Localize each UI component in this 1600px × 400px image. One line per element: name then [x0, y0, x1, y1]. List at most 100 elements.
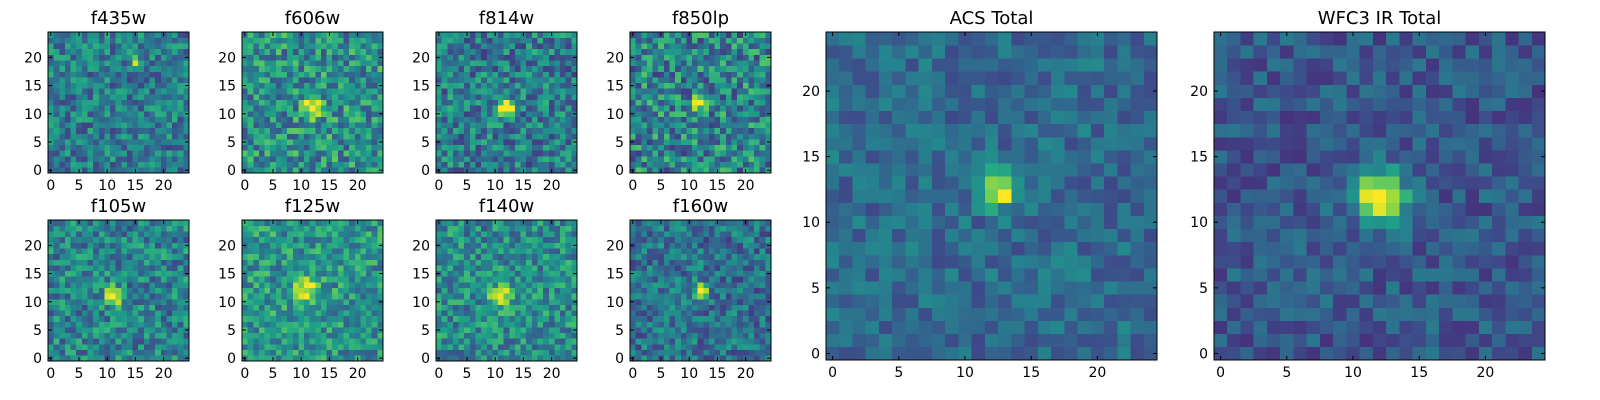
- heatmap-cell: [258, 54, 265, 61]
- heatmap-cell: [253, 94, 260, 100]
- heatmap-cell: [337, 94, 344, 100]
- heatmap-cell: [93, 110, 100, 117]
- heatmap-cell: [686, 133, 693, 140]
- heatmap-cell: [1346, 123, 1360, 138]
- heatmap-cell: [59, 37, 66, 44]
- heatmap-cell: [1280, 268, 1294, 282]
- heatmap-cell: [663, 110, 670, 117]
- heatmap-cell: [543, 156, 550, 163]
- heatmap-cell: [852, 150, 867, 164]
- heatmap-cell: [172, 65, 179, 72]
- heatmap-cell: [70, 161, 77, 168]
- heatmap-cell: [852, 268, 867, 282]
- heatmap-cell: [1266, 189, 1281, 203]
- heatmap-cell: [464, 127, 471, 134]
- heatmap-cell: [172, 310, 179, 317]
- heatmap-cell: [531, 133, 538, 140]
- heatmap-cell: [343, 122, 350, 129]
- heatmap-cell: [53, 242, 60, 249]
- heatmap-cell: [892, 32, 906, 46]
- heatmap-cell: [258, 349, 265, 356]
- heatmap-cell: [53, 150, 60, 157]
- heatmap-cell: [349, 133, 356, 140]
- heatmap-cell: [76, 77, 83, 84]
- heatmap-cell: [892, 346, 906, 361]
- heatmap-cell: [155, 355, 162, 362]
- heatmap-cell: [143, 236, 150, 243]
- heatmap-cell: [155, 276, 162, 283]
- heatmap-cell: [498, 139, 504, 146]
- heatmap-cell: [115, 144, 122, 151]
- heatmap-cell: [298, 99, 305, 106]
- heatmap-cell: [759, 105, 766, 112]
- heatmap-cell: [509, 116, 516, 123]
- heatmap-cell: [731, 161, 738, 168]
- heatmap-cell: [160, 349, 167, 356]
- heatmap-cell: [93, 355, 100, 362]
- heatmap-cell: [826, 307, 840, 321]
- heatmap-cell: [498, 37, 504, 44]
- heatmap-cell: [270, 293, 277, 300]
- heatmap-cell: [447, 133, 454, 140]
- heatmap-cell: [945, 268, 959, 282]
- heatmap-cell: [1372, 176, 1387, 190]
- heatmap-cell: [354, 116, 361, 123]
- heatmap-cell: [658, 105, 665, 112]
- heatmap-cell: [475, 105, 482, 112]
- heatmap-cell: [1425, 333, 1440, 348]
- heatmap-cell: [326, 82, 333, 89]
- heatmap-cell: [765, 88, 772, 95]
- heatmap-cell: [155, 139, 162, 146]
- heatmap-cell: [242, 282, 248, 288]
- heatmap-cell: [984, 84, 999, 98]
- heatmap-cell: [166, 99, 173, 106]
- heatmap-cell: [1130, 71, 1145, 85]
- heatmap-cell: [172, 161, 179, 168]
- heatmap-cell: [1359, 110, 1374, 125]
- heatmap-cell: [183, 315, 190, 322]
- heatmap-cell: [270, 99, 277, 106]
- heatmap-cell: [172, 270, 179, 277]
- heatmap-cell: [377, 71, 384, 78]
- heatmap-cell: [177, 344, 184, 351]
- heatmap-cell: [958, 255, 972, 269]
- heatmap-cell: [1214, 281, 1228, 295]
- heatmap-cell: [115, 65, 122, 72]
- heatmap-cell: [98, 110, 105, 117]
- heatmap-cell: [565, 37, 572, 44]
- heatmap-cell: [309, 133, 316, 140]
- heatmap-cell: [436, 144, 442, 151]
- heatmap-cell: [315, 310, 322, 317]
- heatmap-cell: [320, 276, 327, 283]
- heatmap-cell: [1372, 150, 1387, 164]
- heatmap-cell: [1465, 150, 1480, 164]
- heatmap-cell: [754, 37, 761, 44]
- heatmap-cell: [155, 338, 162, 345]
- heatmap-cell: [264, 105, 271, 112]
- heatmap-cell: [692, 167, 698, 174]
- heatmap-cell: [1051, 333, 1065, 348]
- heatmap-cell: [354, 122, 361, 129]
- heatmap-cell: [1319, 189, 1334, 203]
- heatmap-cell: [53, 310, 60, 317]
- heatmap-cell: [1306, 71, 1321, 85]
- heatmap-cell: [270, 133, 277, 140]
- heatmap-cell: [526, 65, 533, 72]
- heatmap-cell: [669, 116, 676, 123]
- heatmap-cell: [172, 37, 179, 44]
- heatmap-cell: [703, 122, 710, 129]
- heatmap-cell: [436, 94, 442, 100]
- heatmap-cell: [53, 344, 60, 351]
- heatmap-cell: [984, 255, 999, 269]
- heatmap-cell: [275, 349, 282, 356]
- heatmap-cell: [258, 116, 265, 123]
- heatmap-cell: [852, 320, 867, 335]
- heatmap-cell: [166, 270, 173, 277]
- heatmap-cell: [1505, 176, 1519, 190]
- heatmap-cell: [93, 156, 100, 163]
- heatmap-cell: [708, 105, 715, 112]
- heatmap-cell: [360, 139, 367, 146]
- heatmap-cell: [64, 150, 71, 157]
- heatmap-cell: [138, 270, 145, 277]
- heatmap-cell: [292, 60, 299, 67]
